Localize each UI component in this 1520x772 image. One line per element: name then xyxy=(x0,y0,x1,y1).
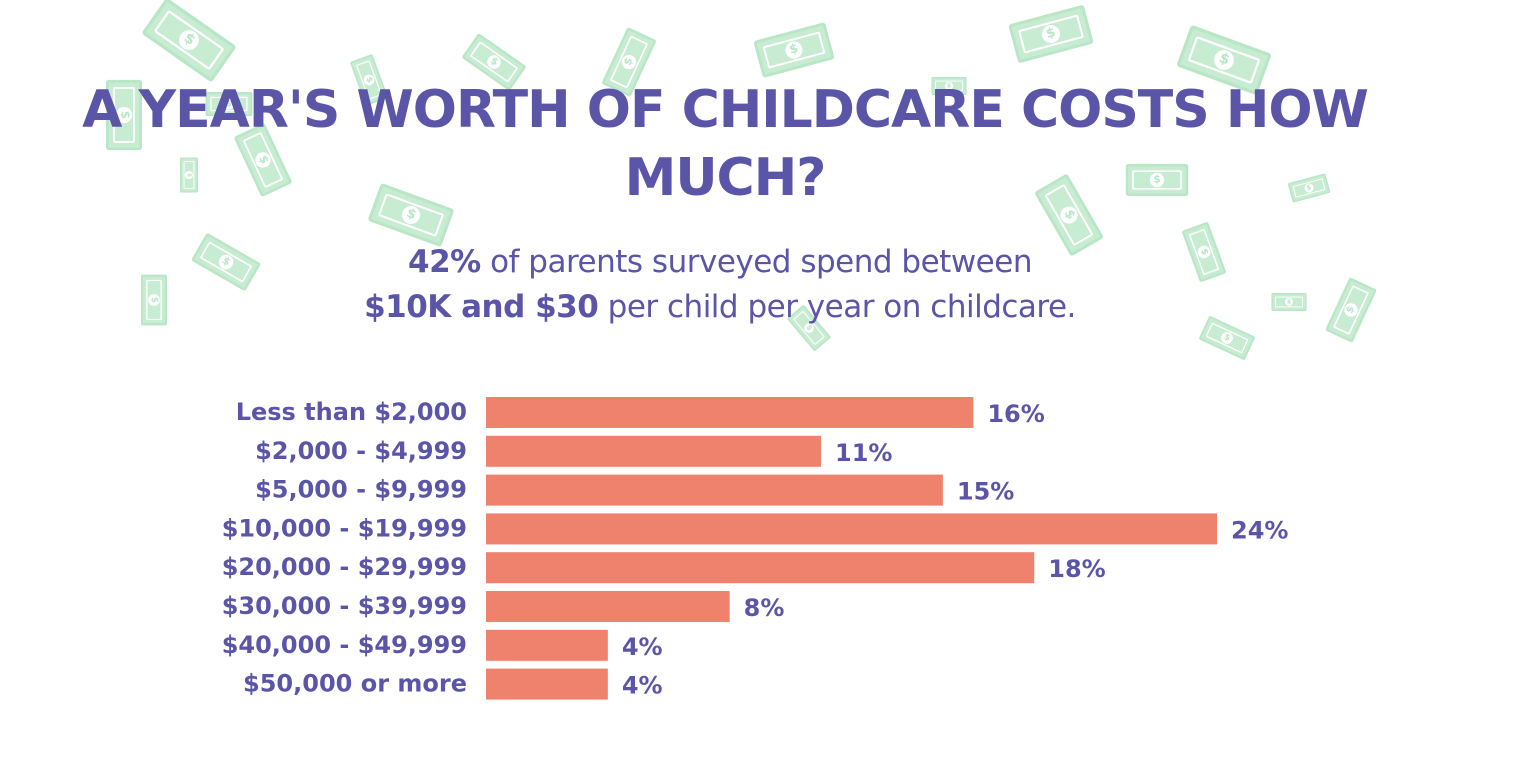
bar xyxy=(486,397,974,428)
value-label: 11% xyxy=(835,439,892,467)
bar xyxy=(486,591,730,622)
bar xyxy=(486,513,1217,545)
value-label: 24% xyxy=(1231,516,1288,544)
dollar-bill-icon: $ xyxy=(931,77,967,95)
category-label: Less than $2,000 xyxy=(236,398,467,426)
value-label: 18% xyxy=(1048,555,1105,583)
dollar-bill-icon: $ xyxy=(205,92,253,116)
bar xyxy=(486,629,608,661)
chart-subtitle: 42% of parents surveyed spend between $1… xyxy=(0,240,1440,330)
bar xyxy=(486,474,943,506)
value-label: 15% xyxy=(957,478,1014,506)
subtitle-line-2: $10K and $30 per child per year on child… xyxy=(0,285,1440,330)
category-label: $20,000 - $29,999 xyxy=(222,553,467,581)
category-label: $10,000 - $19,999 xyxy=(222,514,467,542)
value-label: 8% xyxy=(744,594,785,622)
category-label: $40,000 - $49,999 xyxy=(222,631,467,659)
bar xyxy=(486,435,822,467)
category-label: $5,000 - $9,999 xyxy=(255,476,467,504)
category-label: $50,000 or more xyxy=(243,670,467,698)
dollar-sign-icon: $ xyxy=(1149,172,1165,188)
value-label: 4% xyxy=(622,633,663,661)
subtitle-line-1: 42% of parents surveyed spend between xyxy=(0,240,1440,285)
dollar-sign-icon: $ xyxy=(223,98,235,110)
dollar-bill-icon: $ xyxy=(1125,164,1189,196)
chart-title: A YEAR'S WORTH OF CHILDCARE COSTS HOW MU… xyxy=(82,80,1369,208)
bar xyxy=(486,552,1035,584)
subtitle-highlight-percent: 42% xyxy=(408,244,481,280)
dollar-sign-icon: $ xyxy=(944,81,954,91)
dollar-sign-icon: $ xyxy=(1284,297,1294,307)
dollar-bill-icon: $ xyxy=(1271,293,1307,311)
subtitle-text-2: per child per year on childcare. xyxy=(598,289,1077,325)
subtitle-text-1: of parents surveyed spend between xyxy=(480,244,1032,280)
bar xyxy=(486,668,608,700)
value-label: 4% xyxy=(622,672,663,700)
category-label: $30,000 - $39,999 xyxy=(222,592,467,620)
subtitle-highlight-range: $10K and $30 xyxy=(364,289,599,325)
value-label: 16% xyxy=(987,400,1044,428)
category-label: $2,000 - $4,999 xyxy=(255,437,467,465)
